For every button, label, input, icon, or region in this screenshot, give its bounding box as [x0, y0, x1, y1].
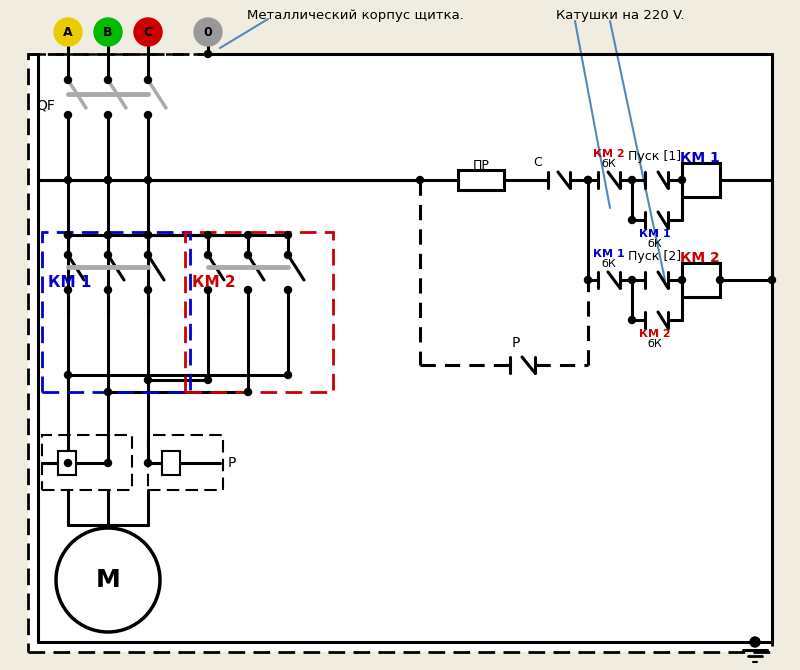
Text: 0: 0 [204, 25, 212, 38]
Bar [162, 451, 180, 475]
Bar [682, 163, 720, 197]
Circle shape [145, 460, 151, 466]
Text: КМ 1: КМ 1 [48, 275, 91, 289]
Circle shape [105, 232, 111, 239]
Circle shape [105, 460, 111, 466]
Circle shape [145, 287, 151, 293]
Circle shape [629, 277, 635, 283]
Circle shape [105, 232, 111, 239]
Circle shape [134, 18, 162, 46]
Circle shape [417, 176, 423, 184]
Circle shape [54, 18, 82, 46]
Text: КМ 1: КМ 1 [593, 249, 625, 259]
Circle shape [205, 287, 211, 293]
Circle shape [678, 176, 686, 184]
Circle shape [65, 76, 71, 84]
Text: КМ 2: КМ 2 [680, 251, 720, 265]
Circle shape [105, 176, 111, 184]
Circle shape [65, 460, 71, 466]
Bar [458, 170, 504, 190]
Circle shape [65, 232, 71, 239]
Circle shape [585, 176, 591, 184]
Text: QF: QF [36, 98, 55, 112]
Circle shape [65, 176, 71, 184]
Circle shape [205, 50, 211, 58]
Circle shape [105, 176, 111, 184]
Circle shape [145, 377, 151, 383]
Text: P: P [228, 456, 236, 470]
Text: бК: бК [648, 239, 662, 249]
Text: КМ 2: КМ 2 [639, 329, 671, 339]
Circle shape [245, 251, 251, 259]
Text: Пуск [2]: Пуск [2] [629, 249, 682, 263]
Circle shape [65, 232, 71, 239]
Circle shape [94, 18, 122, 46]
Circle shape [205, 251, 211, 259]
Text: КМ 1: КМ 1 [639, 229, 671, 239]
Text: бК: бК [602, 259, 616, 269]
Circle shape [145, 251, 151, 259]
Text: M: M [96, 568, 120, 592]
Circle shape [285, 287, 291, 293]
Bar [682, 263, 720, 297]
Text: КМ 1: КМ 1 [680, 151, 720, 165]
Circle shape [194, 18, 222, 46]
Bar [28, 54, 772, 652]
Circle shape [769, 277, 775, 283]
Circle shape [145, 111, 151, 119]
Circle shape [65, 251, 71, 259]
Circle shape [105, 287, 111, 293]
Circle shape [285, 371, 291, 379]
Circle shape [205, 232, 211, 239]
Circle shape [65, 287, 71, 293]
Circle shape [629, 216, 635, 224]
Circle shape [750, 637, 760, 647]
Circle shape [245, 232, 251, 239]
Text: КМ 2: КМ 2 [593, 149, 625, 159]
Circle shape [105, 389, 111, 395]
Text: C: C [143, 25, 153, 38]
Circle shape [245, 287, 251, 293]
Circle shape [629, 176, 635, 184]
Circle shape [145, 232, 151, 239]
Circle shape [56, 528, 160, 632]
Circle shape [105, 76, 111, 84]
Circle shape [65, 111, 71, 119]
Text: B: B [103, 25, 113, 38]
Text: A: A [63, 25, 73, 38]
Text: ПР: ПР [473, 159, 490, 172]
Text: Металлический корпус щитка.: Металлический корпус щитка. [246, 9, 463, 21]
Text: Катушки на 220 V.: Катушки на 220 V. [556, 9, 684, 21]
Text: Пуск [1]: Пуск [1] [629, 149, 682, 163]
Text: C: C [534, 155, 542, 168]
Circle shape [717, 277, 723, 283]
Circle shape [285, 232, 291, 239]
Circle shape [145, 76, 151, 84]
Text: КМ 2: КМ 2 [192, 275, 236, 289]
Text: бК: бК [648, 339, 662, 349]
Circle shape [205, 377, 211, 383]
Circle shape [585, 176, 591, 184]
Circle shape [285, 251, 291, 259]
Bar [58, 451, 76, 475]
Circle shape [105, 111, 111, 119]
Circle shape [105, 251, 111, 259]
Text: P: P [512, 336, 520, 350]
Circle shape [65, 371, 71, 379]
Circle shape [145, 176, 151, 184]
Circle shape [585, 277, 591, 283]
Circle shape [629, 316, 635, 324]
Text: бК: бК [602, 159, 616, 169]
Circle shape [145, 232, 151, 239]
Circle shape [678, 277, 686, 283]
Circle shape [245, 389, 251, 395]
